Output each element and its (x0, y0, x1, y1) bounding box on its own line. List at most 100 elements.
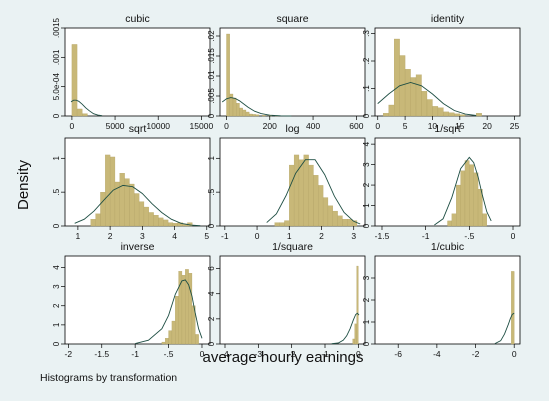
x-tick-label: -2 (65, 349, 73, 359)
histogram-bar (327, 205, 333, 227)
histogram-bar (129, 183, 135, 227)
panel-1: cubic 0 5000 10000 15000 0 5.0e-04 .001 .0015 (52, 13, 213, 131)
histogram-bar (148, 212, 154, 227)
histogram-bar (165, 338, 169, 345)
y-tick-label: 3 (52, 284, 61, 289)
histogram-bar (356, 265, 359, 345)
histogram-bar (175, 296, 179, 345)
histogram-bar (464, 160, 470, 227)
x-tick-label: -1 (321, 349, 329, 359)
x-tick-label: -4 (221, 349, 229, 359)
histogram-bar (161, 341, 166, 345)
x-tick-label: -1 (131, 349, 139, 359)
histogram-bar (153, 215, 159, 227)
x-tick-label: 15 (455, 121, 465, 131)
histogram-bar (134, 193, 140, 227)
histogram-bar (105, 154, 111, 227)
figure-ylabel: Density (15, 159, 32, 210)
x-tick-label: 10000 (146, 121, 170, 131)
histogram-bar (332, 210, 338, 227)
y-tick-label: 0 (52, 113, 61, 118)
histogram-bar (347, 219, 353, 227)
y-tick-label: 3 (362, 275, 371, 280)
panel-title: sqrt (129, 123, 147, 135)
x-tick-label: 5 (204, 231, 209, 241)
histogram-bar (90, 219, 96, 227)
density-curve (266, 159, 361, 225)
x-tick-label: 10 (428, 121, 438, 131)
panel-8: 1/square -4 -3 -2 -1 0 0 2 4 6 (207, 241, 366, 359)
y-tick-label: .1 (362, 85, 371, 92)
histogram-bar (459, 114, 466, 117)
x-tick-label: 15000 (190, 121, 214, 131)
histogram-bar (95, 213, 101, 227)
histogram-bar (469, 164, 474, 227)
x-tick-label: -1 (221, 231, 229, 241)
y-tick-label: 4 (52, 265, 61, 270)
histogram-bar (476, 113, 482, 117)
plot-area (374, 137, 521, 227)
y-tick-label: .0015 (52, 17, 61, 38)
histogram-bar (188, 273, 193, 345)
panel-title: cubic (125, 13, 150, 25)
histogram-bar (293, 154, 300, 227)
histogram-bar (138, 201, 145, 227)
histogram-bar (249, 113, 253, 117)
histogram-bar (274, 222, 280, 227)
y-tick-label: 1 (362, 319, 371, 324)
density-curve (434, 156, 492, 226)
x-tick-label: 3 (351, 231, 356, 241)
panel-title: identity (431, 13, 465, 25)
histogram-bar (308, 164, 314, 227)
x-tick-label: 2 (319, 231, 324, 241)
histogram-bar (245, 111, 250, 117)
y-tick-label: .3 (362, 30, 371, 37)
x-tick-label: -1.5 (375, 231, 390, 241)
histogram-bar (163, 219, 169, 227)
histogram-bar (71, 44, 78, 117)
histogram-bar (239, 107, 243, 117)
plot-area (219, 255, 366, 345)
histogram-bar (383, 113, 389, 117)
plot-area (374, 255, 521, 345)
y-tick-label: 0 (207, 113, 216, 118)
panel-2: square 0 200 400 600 0 .005 .01 .015 .02 (207, 13, 366, 131)
histogram-bar (448, 112, 455, 117)
histogram-bar (454, 113, 460, 117)
histogram-bar (352, 338, 355, 345)
x-tick-label: 2 (108, 231, 113, 241)
y-tick-label: 2 (362, 182, 371, 187)
histogram-bar (318, 185, 324, 227)
x-tick-label: 5000 (106, 121, 125, 131)
histogram-bar (456, 184, 461, 227)
histogram-bar (437, 107, 444, 117)
y-tick-label: 0 (207, 223, 216, 228)
y-tick-label: 2 (52, 303, 61, 308)
y-tick-label: 0 (52, 223, 61, 228)
x-tick-label: 3 (140, 231, 145, 241)
histogram-bar (181, 274, 186, 345)
y-tick-label: 1 (52, 156, 61, 161)
density-curve (74, 184, 201, 227)
x-tick-label: 0 (70, 121, 75, 131)
histogram-bar (172, 223, 178, 227)
histogram-bar (242, 109, 247, 117)
y-tick-label: 0 (207, 341, 216, 346)
histogram-bar (289, 164, 295, 227)
x-tick-label: 20 (482, 121, 492, 131)
x-tick-label: -1.5 (94, 349, 109, 359)
histogram-bar (477, 189, 483, 227)
histogram-bar (252, 114, 256, 117)
y-tick-label: .005 (207, 88, 216, 104)
histogram-bar (404, 69, 411, 117)
histogram-bar (167, 222, 174, 227)
panel-title: 1/sqrt (434, 123, 460, 135)
y-tick-label: 0 (52, 341, 61, 346)
y-tick-label: 4 (207, 291, 216, 296)
histogram-bar (482, 213, 487, 227)
y-tick-label: 1 (52, 322, 61, 327)
figure-note: Histograms by transformation (40, 372, 177, 384)
x-tick-label: -2 (472, 349, 480, 359)
x-tick-label: 0 (224, 121, 229, 131)
density-curve (135, 279, 203, 345)
